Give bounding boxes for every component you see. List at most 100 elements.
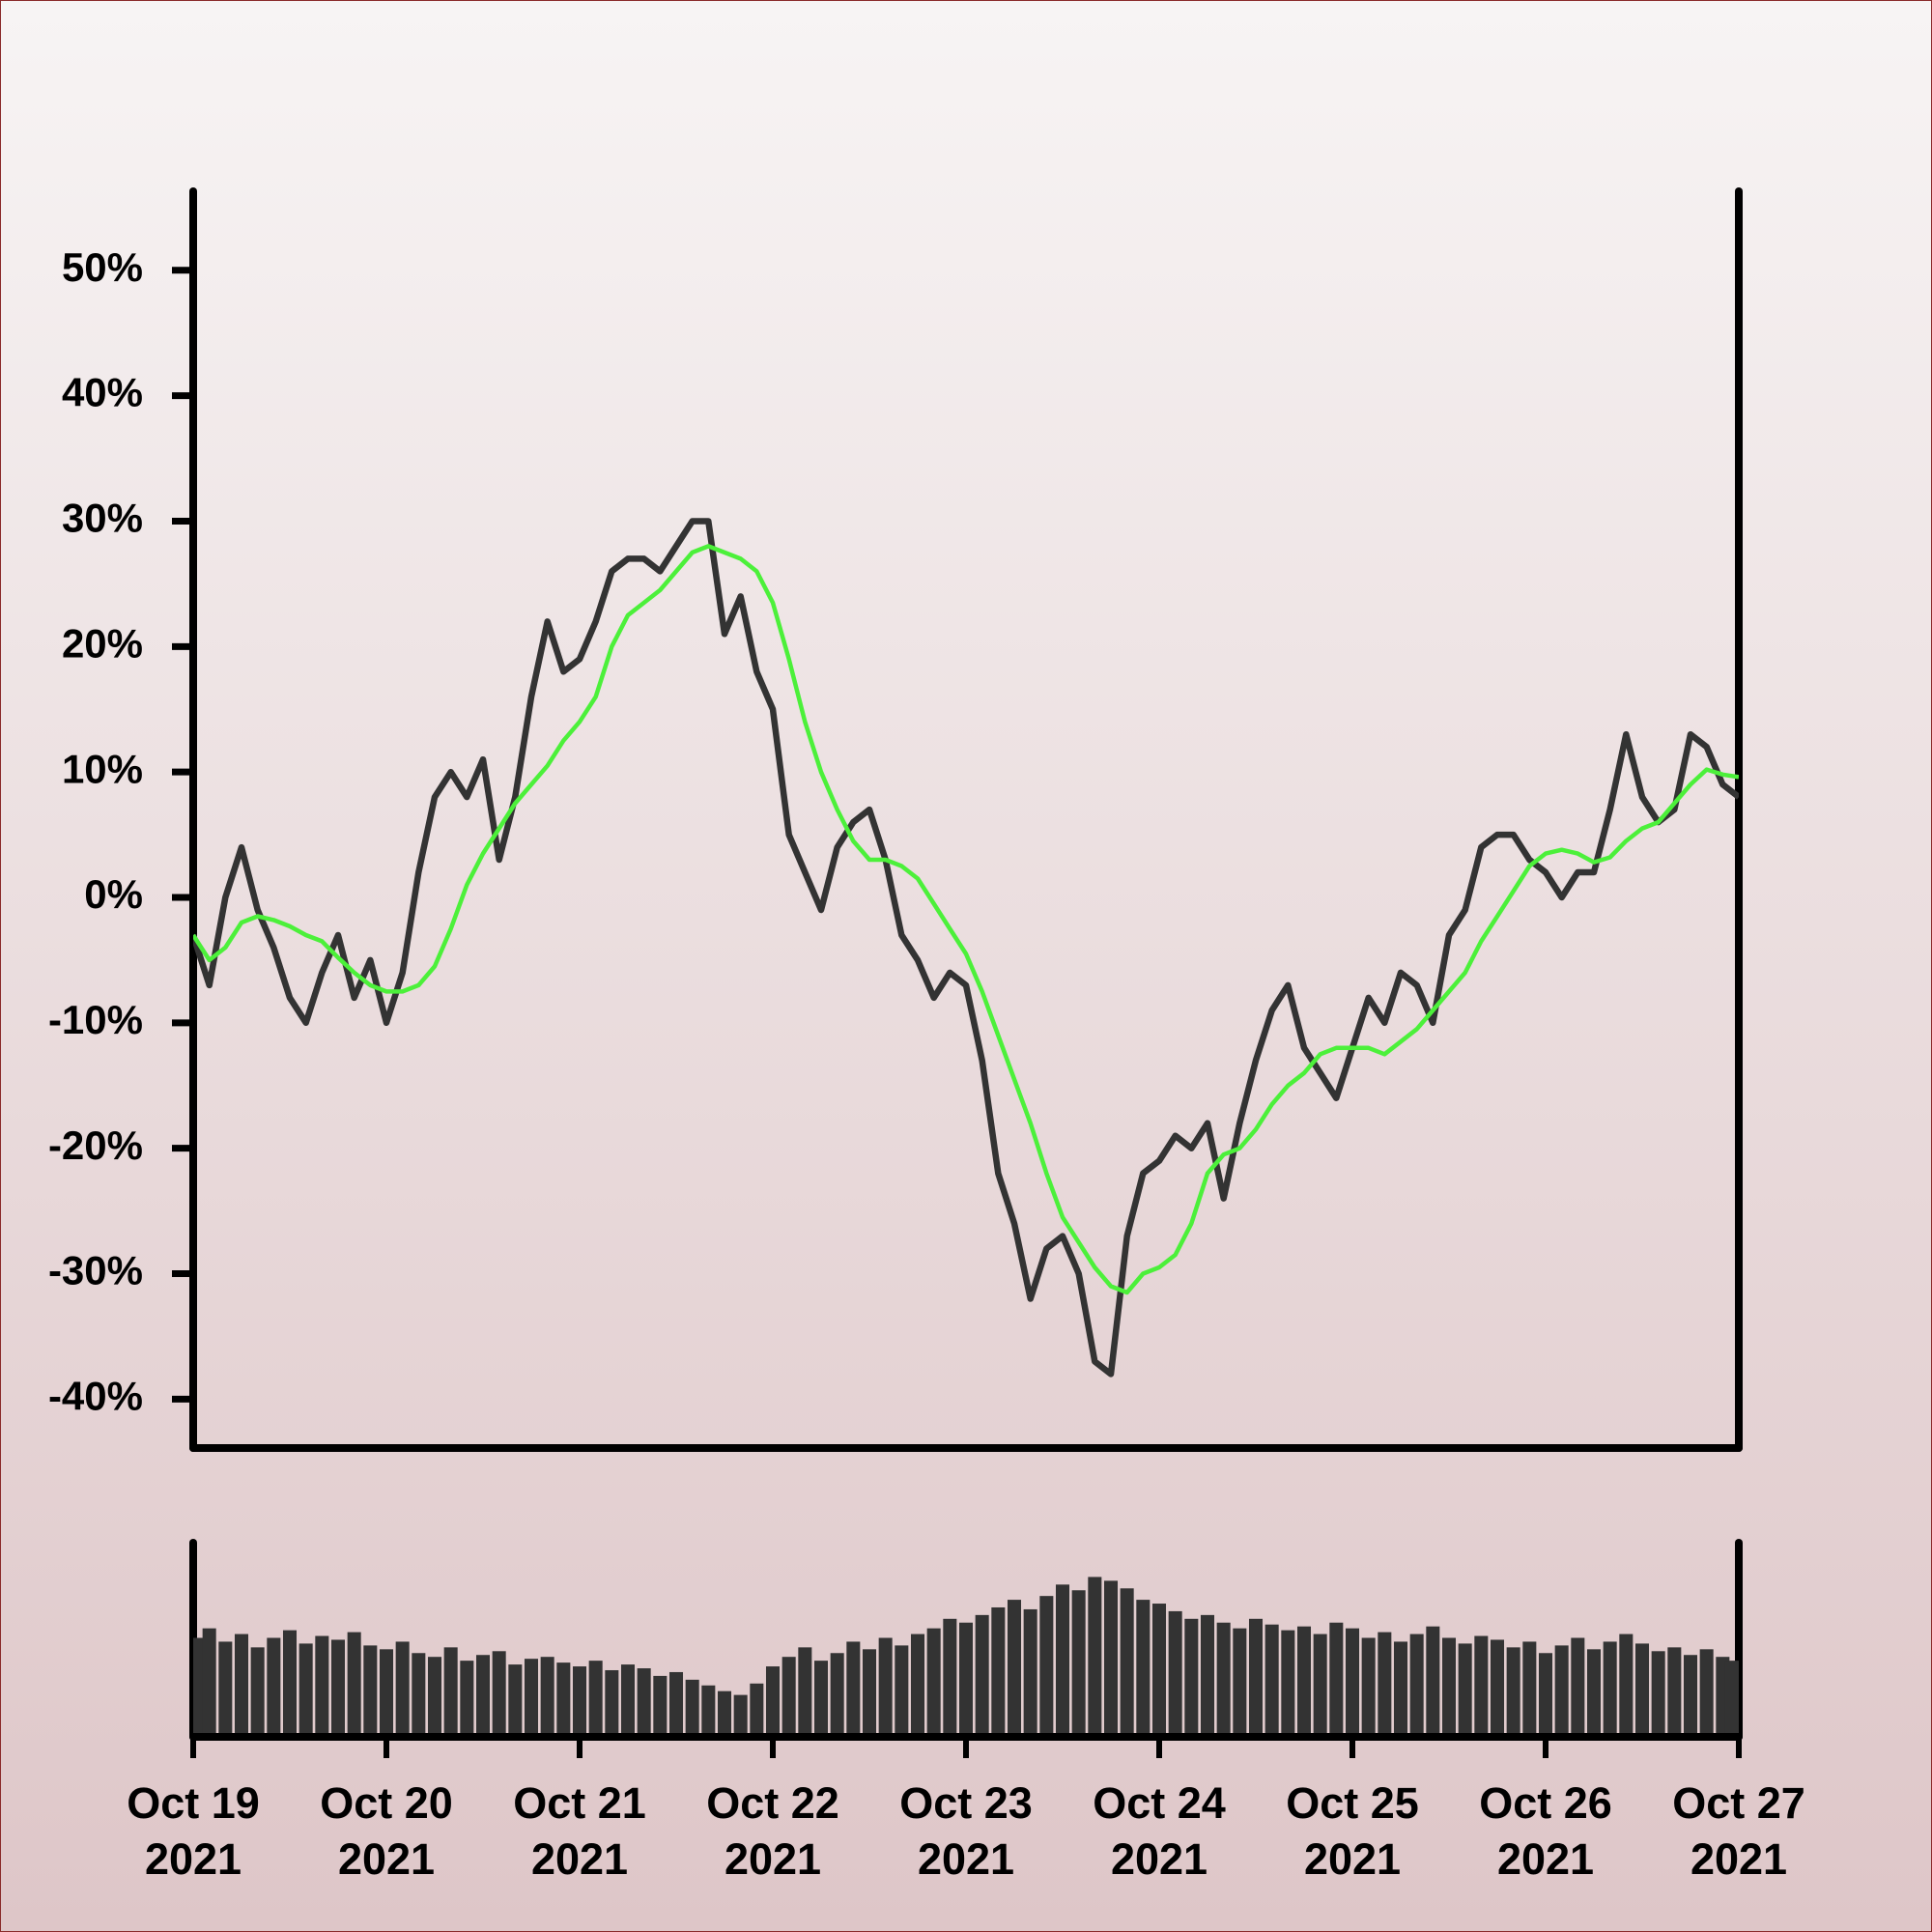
volume-bar — [1120, 1588, 1134, 1733]
volume-bar — [540, 1657, 554, 1733]
volume-bar — [781, 1657, 796, 1733]
volume-bar — [508, 1664, 523, 1733]
volume-bar — [717, 1690, 732, 1733]
volume-bar — [1683, 1655, 1698, 1733]
volume-bar — [234, 1634, 249, 1733]
x-tick-label: Oct 21 2021 — [513, 1778, 646, 1884]
volume-bar — [926, 1628, 941, 1733]
volume-bar — [250, 1647, 265, 1733]
volume-bar — [1039, 1596, 1054, 1733]
volume-bar — [733, 1694, 748, 1733]
volume-bar — [1329, 1622, 1344, 1733]
volume-bar — [765, 1666, 781, 1733]
volume-bar — [701, 1685, 716, 1733]
volume-bar — [1361, 1637, 1376, 1733]
volume-bar — [910, 1634, 925, 1733]
volume-bar — [1200, 1614, 1215, 1733]
volume-bar — [975, 1614, 989, 1733]
volume-bar — [958, 1622, 974, 1733]
volume-bar — [895, 1645, 909, 1733]
volume-bar — [813, 1661, 829, 1733]
volume-bar — [1378, 1632, 1392, 1733]
volume-bar — [1474, 1635, 1489, 1733]
volume-bar — [862, 1649, 877, 1733]
volume-bar — [347, 1632, 361, 1733]
volume-bar — [1724, 1661, 1739, 1733]
volume-bar — [668, 1671, 684, 1733]
y-tick-label: 50% — [62, 244, 143, 290]
volume-bar — [298, 1643, 313, 1733]
volume-bar — [1586, 1649, 1602, 1733]
volume-bar — [379, 1649, 394, 1733]
y-tick-label: 20% — [62, 620, 143, 666]
volume-bar — [556, 1662, 571, 1733]
series-line — [193, 518, 1739, 1378]
y-tick-label: -40% — [48, 1373, 143, 1418]
y-tick-label: 0% — [84, 871, 143, 917]
x-tick-label: Oct 27 2021 — [1672, 1778, 1805, 1884]
volume-bar — [1296, 1626, 1312, 1733]
volume-bar — [878, 1637, 893, 1733]
volume-bar — [1103, 1580, 1119, 1733]
volume-bar — [1538, 1653, 1553, 1733]
x-tick-label: Oct 26 2021 — [1479, 1778, 1612, 1884]
y-tick-label: 40% — [62, 370, 143, 415]
volume-bar — [1007, 1600, 1022, 1733]
x-tick-label: Oct 22 2021 — [706, 1778, 839, 1884]
series-line — [193, 544, 1739, 1295]
x-tick-label: Oct 19 2021 — [127, 1778, 260, 1884]
volume-bar — [588, 1661, 603, 1733]
volume-bar — [1393, 1641, 1408, 1733]
volume-bar — [1088, 1577, 1102, 1733]
volume-bar — [330, 1639, 346, 1733]
volume-bar — [267, 1637, 281, 1733]
volume-bar — [572, 1666, 587, 1733]
volume-bar — [1506, 1647, 1520, 1733]
volume-bar — [443, 1647, 458, 1733]
volume-bar — [685, 1679, 699, 1733]
x-tick-label: Oct 24 2021 — [1093, 1778, 1226, 1884]
volume-bar — [1426, 1626, 1440, 1733]
volume-bar — [605, 1669, 619, 1733]
y-tick-label: -30% — [48, 1248, 143, 1293]
volume-bar — [1233, 1628, 1247, 1733]
volume-bar — [202, 1628, 216, 1733]
volume-bar — [1216, 1622, 1231, 1733]
volume-bar — [282, 1630, 298, 1733]
volume-bar — [1281, 1630, 1295, 1733]
volume-bar — [991, 1606, 1006, 1733]
volume-bar — [846, 1641, 861, 1733]
volume-bar — [1441, 1637, 1457, 1733]
y-tick-label: -10% — [48, 997, 143, 1042]
x-tick-label: Oct 25 2021 — [1286, 1778, 1419, 1884]
volume-bar — [218, 1641, 233, 1733]
volume-bar — [1571, 1637, 1585, 1733]
volume-bar — [1634, 1643, 1650, 1733]
volume-bar — [750, 1683, 764, 1733]
volume-bar — [1667, 1647, 1682, 1733]
volume-bar — [1345, 1628, 1360, 1733]
volume-bar — [1603, 1641, 1617, 1733]
volume-bar — [1168, 1610, 1182, 1733]
volume-bar — [798, 1647, 812, 1733]
volume-bar — [1490, 1639, 1505, 1733]
volume-bar — [1554, 1645, 1569, 1733]
volume-bar — [1136, 1600, 1151, 1733]
volume-bar — [1651, 1651, 1665, 1733]
volume-bar — [412, 1653, 426, 1733]
y-tick-label: 30% — [62, 496, 143, 541]
volume-bar — [1264, 1624, 1279, 1733]
volume-bar — [830, 1653, 844, 1733]
volume-bar — [427, 1657, 442, 1733]
volume-bar — [653, 1675, 668, 1733]
volume-bar — [1313, 1634, 1327, 1733]
price-panel — [189, 187, 1743, 1452]
volume-bar — [1071, 1590, 1086, 1733]
volume-bar — [1409, 1634, 1424, 1733]
volume-bar — [1055, 1584, 1070, 1733]
volume-bar — [1248, 1618, 1264, 1733]
volume-bar — [492, 1651, 506, 1733]
x-tick-label: Oct 23 2021 — [899, 1778, 1033, 1884]
volume-bar — [363, 1645, 378, 1733]
y-tick-label: 10% — [62, 746, 143, 791]
